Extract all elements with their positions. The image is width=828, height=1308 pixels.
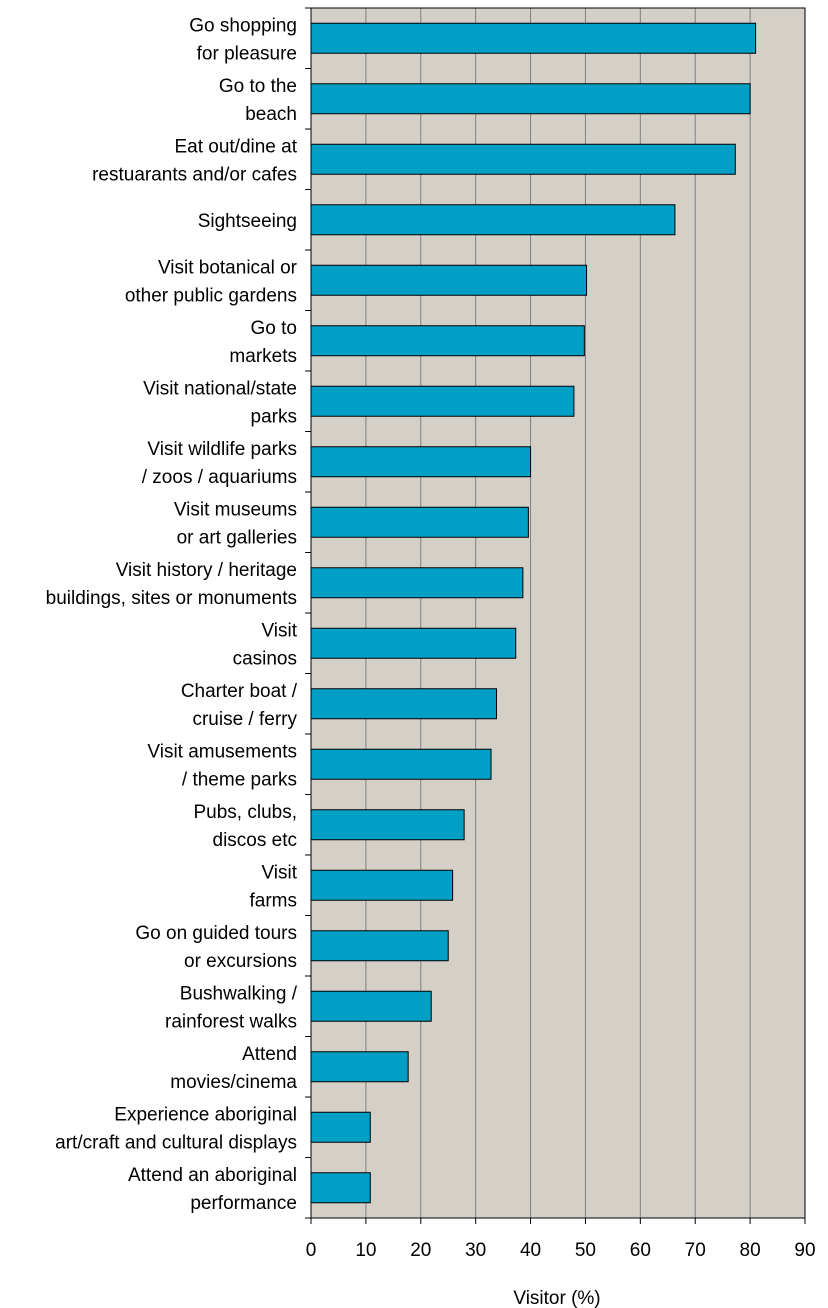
category-label: Visit farms bbox=[250, 862, 298, 911]
category-label: Go to the beach bbox=[219, 76, 297, 125]
bar bbox=[310, 567, 524, 599]
bar bbox=[310, 143, 736, 175]
category-label: Bushwalking / rainforest walks bbox=[165, 983, 298, 1032]
bar bbox=[310, 385, 575, 417]
category-label: Attend an aboriginal performance bbox=[128, 1165, 297, 1214]
x-axis-title: Visitor (%) bbox=[513, 1288, 600, 1308]
axes: 0 10 20 30 40 50 60 70 80 90 bbox=[305, 7, 816, 1261]
x-tick-label: 80 bbox=[740, 1240, 761, 1261]
category-label: Pubs, clubs, discos etc bbox=[194, 802, 298, 851]
category-label: Go on guided tours or excursions bbox=[135, 923, 297, 972]
x-tick-label: 0 bbox=[306, 1240, 317, 1261]
bar bbox=[310, 1111, 371, 1143]
bar bbox=[310, 1172, 371, 1204]
bar bbox=[310, 264, 588, 296]
bar bbox=[310, 748, 492, 780]
x-tick-label: 50 bbox=[575, 1240, 596, 1261]
bar bbox=[310, 22, 757, 54]
category-label: Visit wildlife parks / zoos / aquariums bbox=[142, 439, 297, 488]
category-label: Sightseeing bbox=[198, 211, 297, 232]
x-tick-label: 70 bbox=[685, 1240, 706, 1261]
x-tick-label: 40 bbox=[520, 1240, 541, 1261]
category-label: Visit botanical or other public gardens bbox=[125, 257, 298, 306]
bar bbox=[310, 809, 465, 841]
bar bbox=[310, 1051, 409, 1083]
category-label: Visit amusements / theme parks bbox=[147, 741, 297, 790]
x-tick-label: 20 bbox=[410, 1240, 431, 1261]
bar bbox=[310, 506, 529, 538]
bar bbox=[310, 688, 498, 720]
x-tick-label: 90 bbox=[794, 1240, 815, 1261]
x-tick-label: 30 bbox=[465, 1240, 486, 1261]
bar bbox=[310, 446, 532, 478]
category-label: Visit history / heritage buildings, sites… bbox=[46, 560, 297, 609]
category-label: Experience aboriginal art/craft and cultu… bbox=[55, 1104, 297, 1153]
category-label: Visit casinos bbox=[233, 620, 298, 669]
bar bbox=[310, 869, 454, 901]
x-tick-label: 60 bbox=[630, 1240, 651, 1261]
category-label: Go to markets bbox=[229, 318, 297, 367]
category-label: Charter boat / cruise / ferry bbox=[181, 681, 298, 730]
category-label: Eat out/dine at restuarants and/or cafes bbox=[92, 136, 298, 185]
category-label: Visit museums or art galleries bbox=[174, 499, 297, 548]
category-labels: Go shopping for pleasure Go to the beach Eat… bbox=[46, 15, 298, 1214]
bar bbox=[310, 990, 432, 1022]
bars bbox=[310, 22, 757, 1204]
plot-area bbox=[311, 8, 805, 1218]
category-label: Go shopping for pleasure bbox=[189, 15, 297, 64]
bar bbox=[310, 83, 751, 115]
bar bbox=[310, 204, 676, 236]
bar bbox=[310, 627, 517, 659]
x-tick-label: 10 bbox=[355, 1240, 376, 1261]
bar bbox=[310, 930, 449, 962]
bar bbox=[310, 325, 585, 357]
category-label: Visit national/state parks bbox=[143, 378, 297, 427]
category-label: Attend movies/cinema bbox=[170, 1044, 297, 1093]
